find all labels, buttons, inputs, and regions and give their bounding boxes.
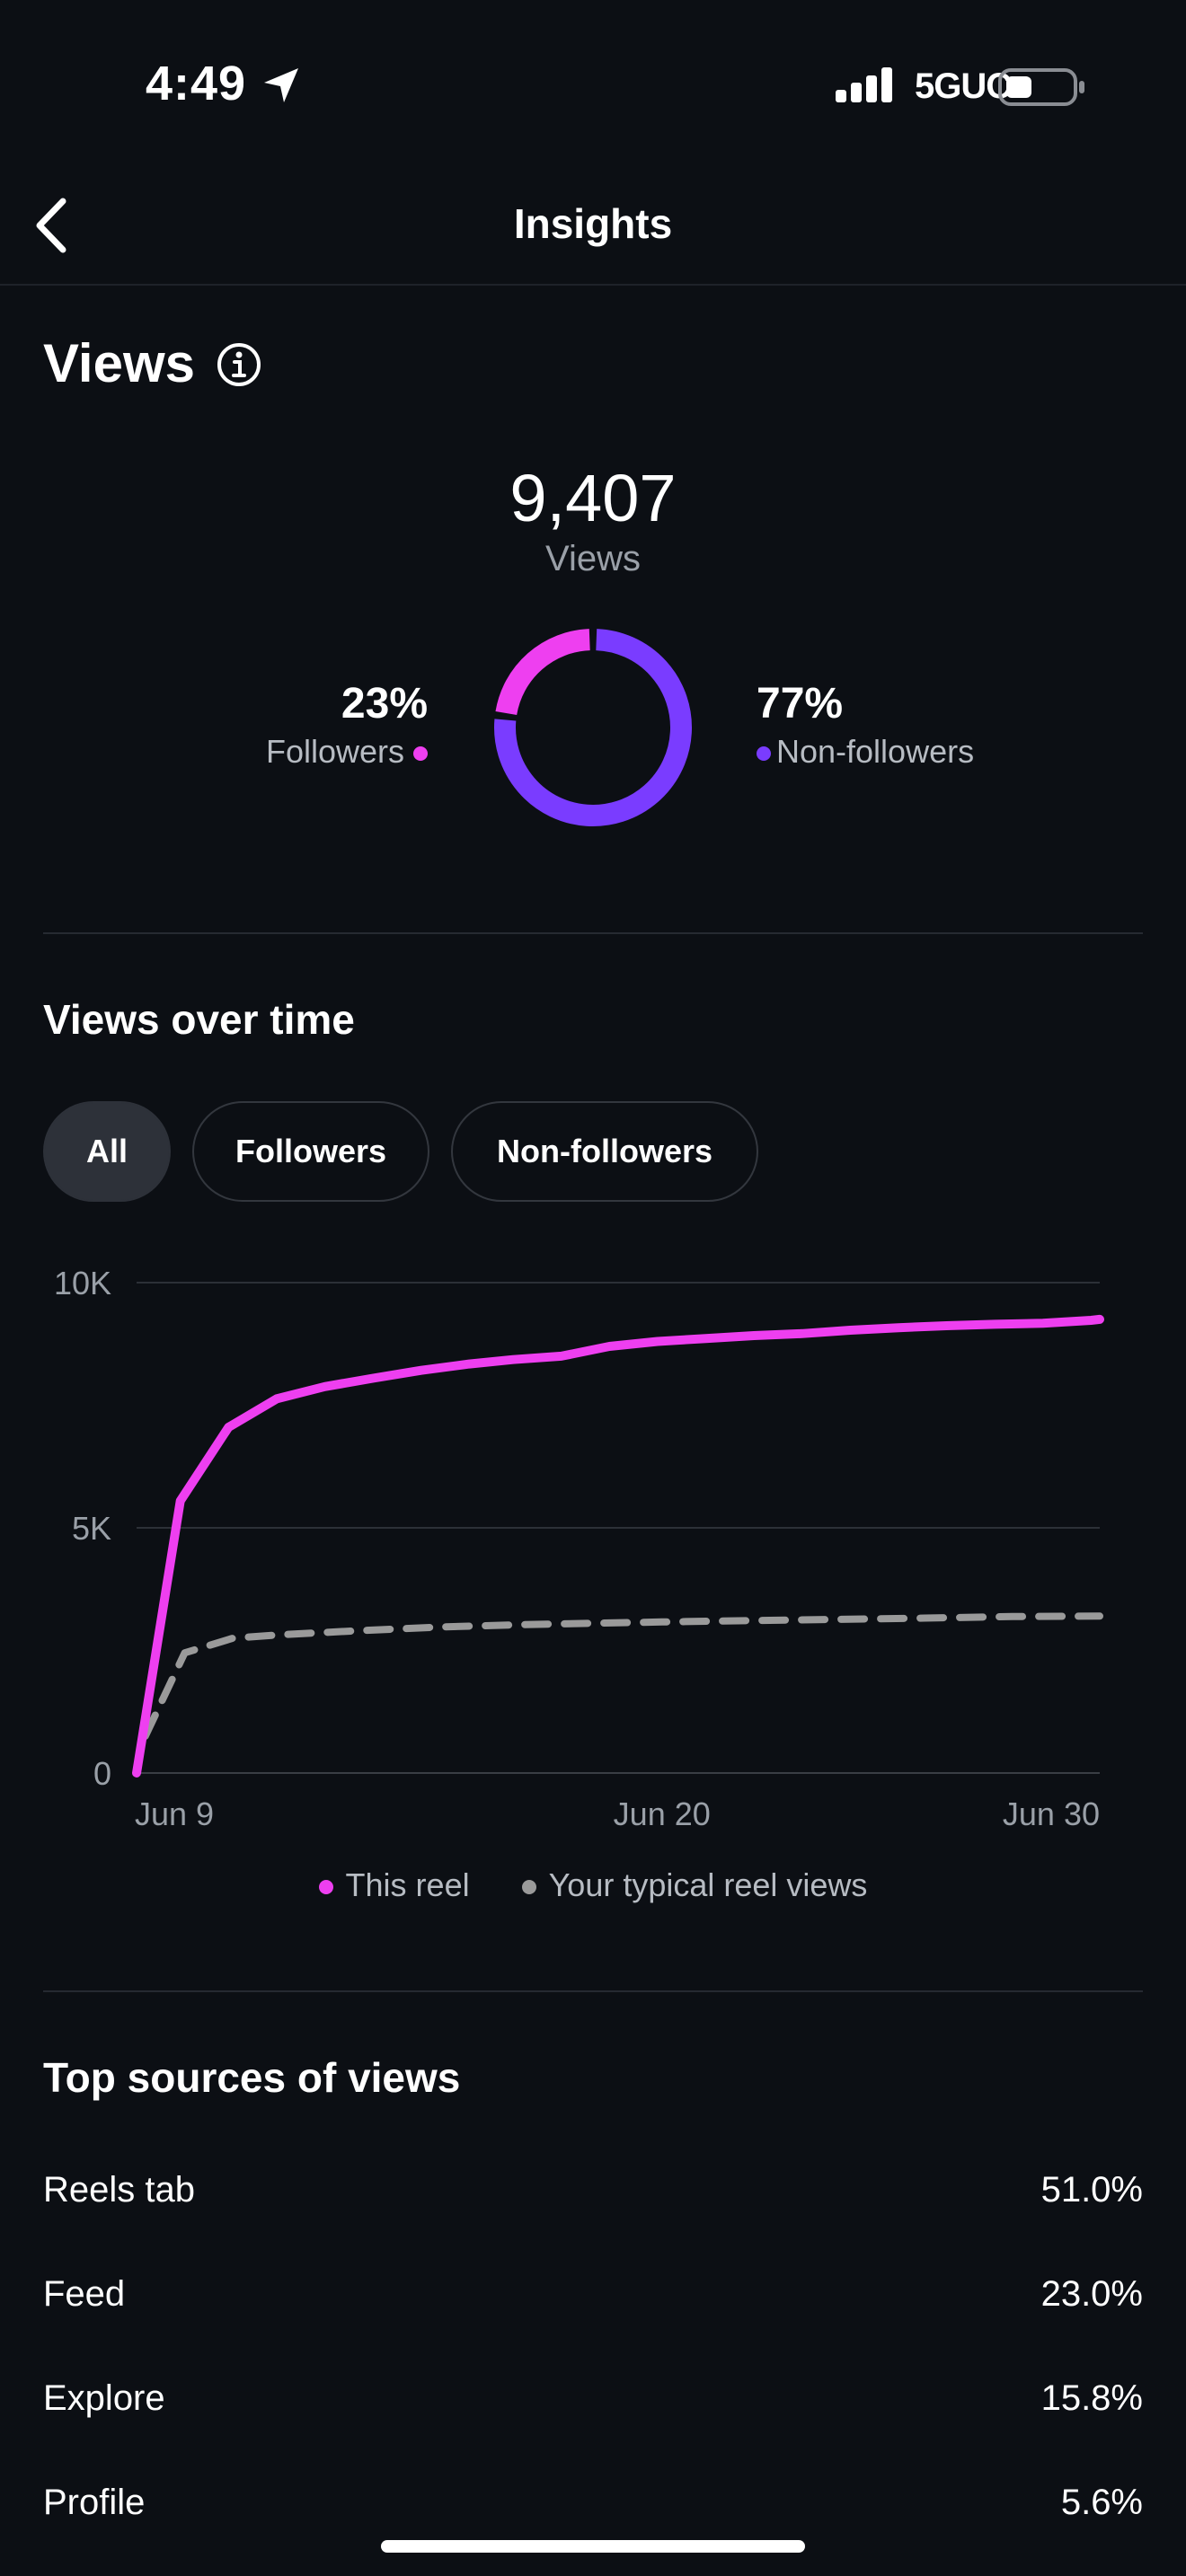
page-title: Insights — [513, 200, 673, 247]
followers-donut-chart — [494, 629, 692, 826]
home-indicator[interactable] — [381, 2540, 805, 2553]
source-row: Explore 15.8% — [43, 2378, 1143, 2432]
y-tick-label: 10K — [54, 1265, 111, 1301]
x-tick-label: Jun 9 — [135, 1795, 214, 1832]
legend-label: This reel — [345, 1866, 470, 1903]
followers-label: Followers — [265, 733, 404, 770]
filter-followers-button[interactable]: Followers — [192, 1101, 429, 1202]
source-value: 23.0% — [1040, 2274, 1143, 2314]
non-followers-dot-icon — [757, 746, 771, 762]
status-time: 4:49 — [146, 57, 247, 110]
total-views-label: Views — [545, 539, 641, 578]
source-label: Reels tab — [43, 2170, 195, 2210]
legend-item-typical-reel: Your typical reel views — [521, 1866, 868, 1904]
legend-item-this-reel: This reel — [318, 1866, 470, 1904]
legend-dot-icon — [318, 1880, 333, 1895]
x-tick-label: Jun 30 — [1003, 1795, 1100, 1832]
battery-icon — [998, 68, 1084, 106]
source-value: 51.0% — [1040, 2170, 1143, 2210]
views-section-title: Views — [43, 333, 196, 393]
y-tick-label: 5K — [72, 1510, 111, 1547]
non-followers-percent: 77% — [757, 680, 844, 728]
series-line-typical-reel — [141, 1612, 1103, 1740]
legend-label: Your typical reel views — [548, 1866, 868, 1903]
cellular-signal-icon — [836, 67, 892, 102]
non-followers-label: Non-followers — [776, 733, 975, 770]
source-value: 15.8% — [1040, 2378, 1143, 2418]
source-label: Feed — [43, 2274, 126, 2314]
x-tick-label: Jun 20 — [614, 1795, 711, 1832]
chevron-left-icon[interactable] — [31, 196, 74, 255]
network-label: 5GUC — [915, 66, 1012, 106]
series-line-this-reel — [132, 1314, 1104, 1778]
source-row: Reels tab 51.0% — [43, 2170, 1143, 2224]
filter-non-followers-button[interactable]: Non-followers — [451, 1101, 758, 1202]
views-over-time-chart: 0 5K 10K Jun 9 Jun 20 Jun 30 — [54, 1265, 1104, 1832]
followers-percent: 23% — [341, 680, 428, 728]
section-divider — [43, 932, 1143, 934]
filter-all-button[interactable]: All — [43, 1101, 171, 1202]
donut-slice-non-followers — [494, 629, 692, 826]
legend-dot-icon — [521, 1880, 536, 1895]
y-tick-label: 0 — [93, 1755, 111, 1792]
source-value: 5.6% — [1060, 2483, 1143, 2522]
followers-dot-icon — [413, 746, 428, 762]
top-sources-title: Top sources of views — [43, 2054, 461, 2101]
source-row: Profile 5.6% — [43, 2483, 1143, 2536]
location-arrow-icon — [264, 68, 298, 102]
donut-slice-followers — [495, 629, 591, 716]
followers-legend: Followers — [266, 733, 428, 771]
total-views-count: 9,407 — [509, 461, 677, 535]
source-label: Explore — [43, 2378, 165, 2418]
info-icon[interactable] — [216, 341, 262, 388]
views-over-time-title: Views over time — [43, 996, 355, 1043]
header-divider — [0, 284, 1186, 286]
non-followers-legend: Non-followers — [757, 733, 974, 771]
source-label: Profile — [43, 2483, 146, 2522]
source-row: Feed 23.0% — [43, 2274, 1143, 2328]
section-divider — [43, 1990, 1143, 1992]
chart-legend: This reel Your typical reel views — [0, 1866, 1186, 1904]
